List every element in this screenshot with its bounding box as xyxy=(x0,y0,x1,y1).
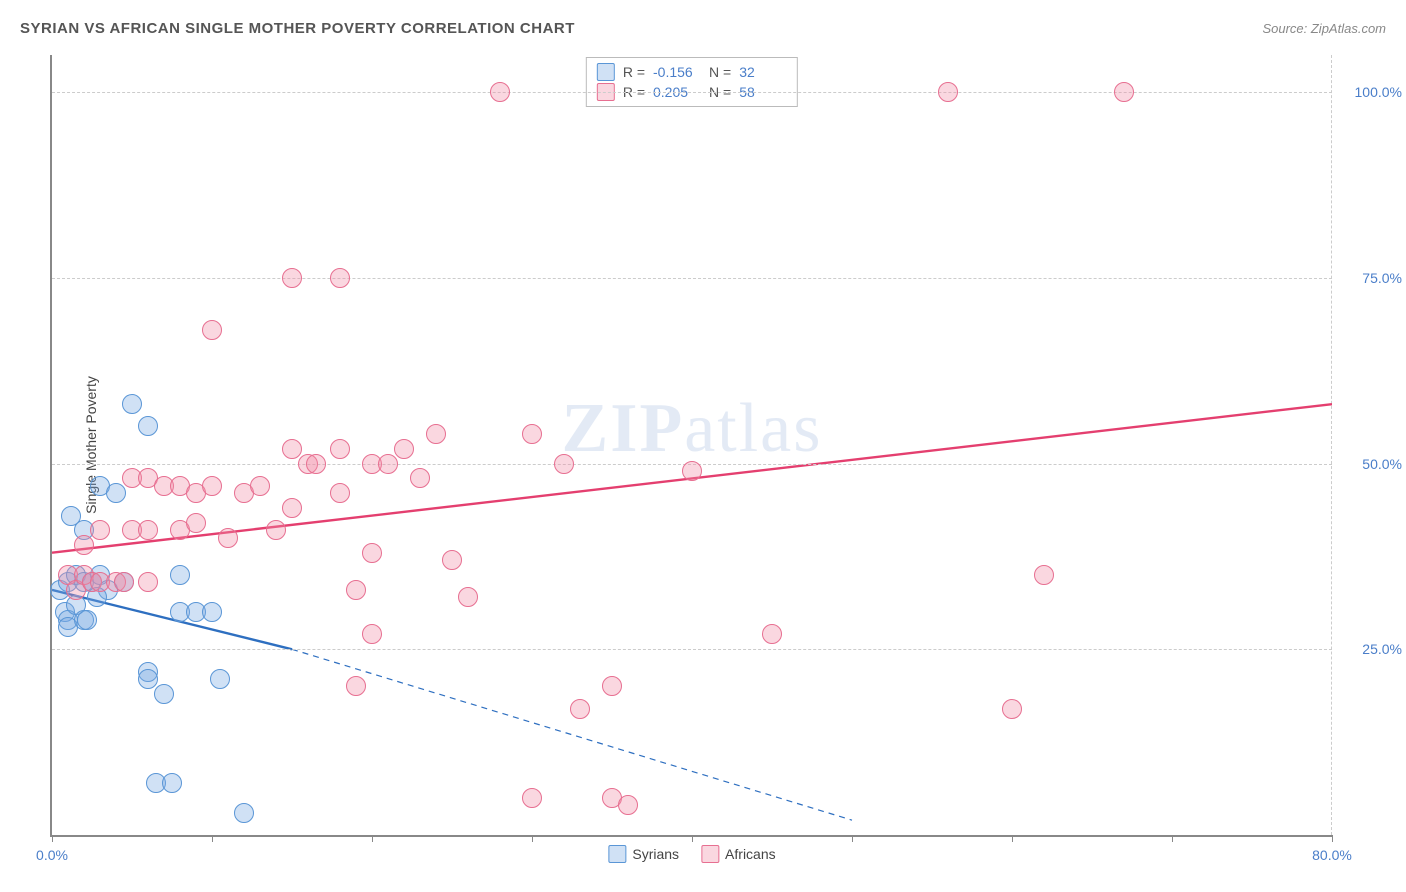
data-point xyxy=(570,699,590,719)
series-swatch xyxy=(597,63,615,81)
data-point xyxy=(1002,699,1022,719)
data-point xyxy=(202,320,222,340)
data-point xyxy=(282,498,302,518)
data-point xyxy=(306,454,326,474)
gridline xyxy=(52,92,1332,93)
data-point xyxy=(77,610,97,630)
data-point xyxy=(426,424,446,444)
series-swatch xyxy=(701,845,719,863)
y-tick-label: 75.0% xyxy=(1342,270,1402,286)
data-point xyxy=(330,268,350,288)
data-point xyxy=(106,483,126,503)
data-point xyxy=(346,676,366,696)
data-point xyxy=(362,624,382,644)
data-point xyxy=(218,528,238,548)
data-point xyxy=(522,788,542,808)
gridline xyxy=(52,278,1332,279)
gridline xyxy=(52,649,1332,650)
data-point xyxy=(138,416,158,436)
x-tick-label: 80.0% xyxy=(1312,847,1352,863)
data-point xyxy=(74,535,94,555)
stat-n-label: N = xyxy=(709,64,731,80)
x-tick xyxy=(212,835,213,842)
data-point xyxy=(202,602,222,622)
data-point xyxy=(1114,82,1134,102)
x-tick xyxy=(1332,835,1333,842)
data-point xyxy=(410,468,430,488)
y-tick-label: 25.0% xyxy=(1342,641,1402,657)
data-point xyxy=(186,513,206,533)
data-point xyxy=(458,587,478,607)
data-point xyxy=(122,394,142,414)
y-tick-label: 50.0% xyxy=(1342,456,1402,472)
data-point xyxy=(154,684,174,704)
chart-title: SYRIAN VS AFRICAN SINGLE MOTHER POVERTY … xyxy=(20,20,575,37)
series-swatch xyxy=(608,845,626,863)
x-tick xyxy=(1172,835,1173,842)
data-point xyxy=(234,803,254,823)
x-tick xyxy=(372,835,373,842)
data-point xyxy=(330,483,350,503)
stats-row: R = -0.156 N = 32 xyxy=(597,62,787,82)
data-point xyxy=(282,439,302,459)
data-point xyxy=(90,520,110,540)
stat-n-value: 32 xyxy=(739,64,787,80)
stat-r-label: R = xyxy=(623,64,645,80)
x-tick xyxy=(692,835,693,842)
data-point xyxy=(378,454,398,474)
legend-item: Syrians xyxy=(608,845,679,863)
data-point xyxy=(618,795,638,815)
data-point xyxy=(682,461,702,481)
data-point xyxy=(442,550,462,570)
data-point xyxy=(266,520,286,540)
data-point xyxy=(602,676,622,696)
data-point xyxy=(938,82,958,102)
data-point xyxy=(138,520,158,540)
x-tick xyxy=(852,835,853,842)
x-tick-label: 0.0% xyxy=(36,847,68,863)
data-point xyxy=(554,454,574,474)
source-label: Source: ZipAtlas.com xyxy=(1262,21,1386,36)
data-point xyxy=(1034,565,1054,585)
data-point xyxy=(202,476,222,496)
header-bar: SYRIAN VS AFRICAN SINGLE MOTHER POVERTY … xyxy=(20,20,1386,37)
data-point xyxy=(762,624,782,644)
data-point xyxy=(330,439,350,459)
data-point xyxy=(362,543,382,563)
regression-lines xyxy=(52,55,1332,835)
x-tick xyxy=(52,835,53,842)
watermark: ZIPatlas xyxy=(562,389,823,469)
data-point xyxy=(490,82,510,102)
x-tick xyxy=(532,835,533,842)
stat-r-value: -0.156 xyxy=(653,64,701,80)
legend-item: Africans xyxy=(701,845,776,863)
stats-box: R =-0.156N =32R =0.205N =58 xyxy=(586,57,798,107)
data-point xyxy=(250,476,270,496)
data-point xyxy=(346,580,366,600)
legend-label: Africans xyxy=(725,846,776,862)
data-point xyxy=(210,669,230,689)
data-point xyxy=(114,572,134,592)
legend: Syrians Africans xyxy=(608,845,775,863)
y-tick-label: 100.0% xyxy=(1342,84,1402,100)
scatter-plot: ZIPatlas Single Mother Poverty R =-0.156… xyxy=(50,55,1332,837)
data-point xyxy=(162,773,182,793)
data-point xyxy=(282,268,302,288)
data-point xyxy=(394,439,414,459)
legend-label: Syrians xyxy=(632,846,679,862)
data-point xyxy=(170,565,190,585)
plot-right-border xyxy=(1331,55,1332,835)
x-tick xyxy=(1012,835,1013,842)
data-point xyxy=(138,669,158,689)
data-point xyxy=(522,424,542,444)
data-point xyxy=(138,572,158,592)
